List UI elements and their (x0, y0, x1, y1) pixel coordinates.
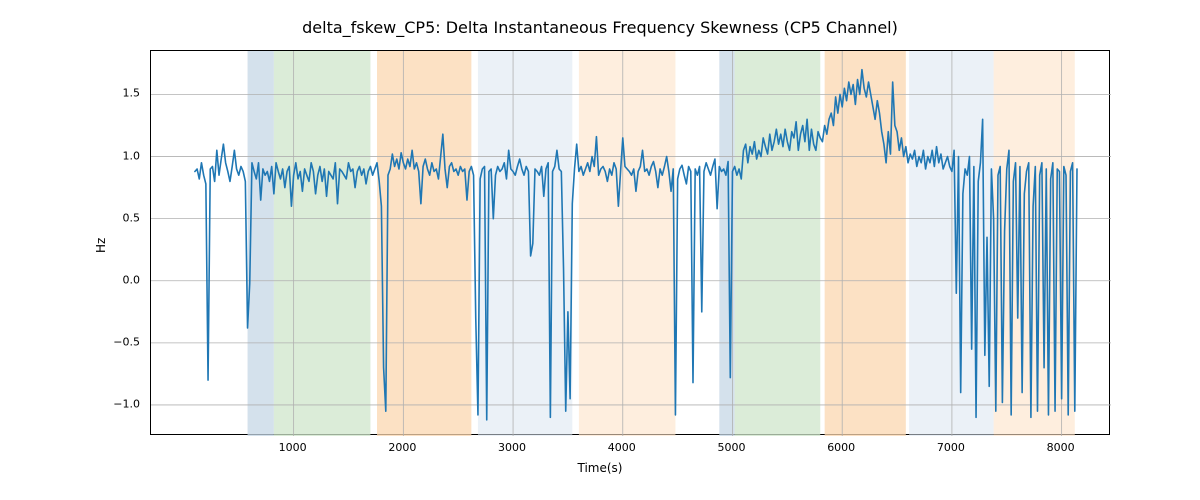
y-tick-label: 0.5 (108, 211, 140, 224)
y-tick-label: −0.5 (108, 335, 140, 348)
x-tick-label: 2000 (388, 441, 416, 454)
x-tick-label: 3000 (498, 441, 526, 454)
x-axis-label: Time(s) (0, 461, 1200, 475)
x-tick-label: 5000 (717, 441, 745, 454)
y-axis-label: Hz (94, 237, 108, 252)
x-tick-label: 6000 (827, 441, 855, 454)
plot-svg (151, 51, 1111, 436)
chart-title: delta_fskew_CP5: Delta Instantaneous Fre… (0, 18, 1200, 37)
x-tick-label: 7000 (937, 441, 965, 454)
x-tick-label: 1000 (279, 441, 307, 454)
y-tick-label: 0.0 (108, 273, 140, 286)
y-tick-label: 1.0 (108, 149, 140, 162)
y-tick-label: 1.5 (108, 87, 140, 100)
x-tick-label: 4000 (608, 441, 636, 454)
x-tick-label: 8000 (1047, 441, 1075, 454)
y-tick-label: −1.0 (108, 397, 140, 410)
plot-area (150, 50, 1110, 435)
